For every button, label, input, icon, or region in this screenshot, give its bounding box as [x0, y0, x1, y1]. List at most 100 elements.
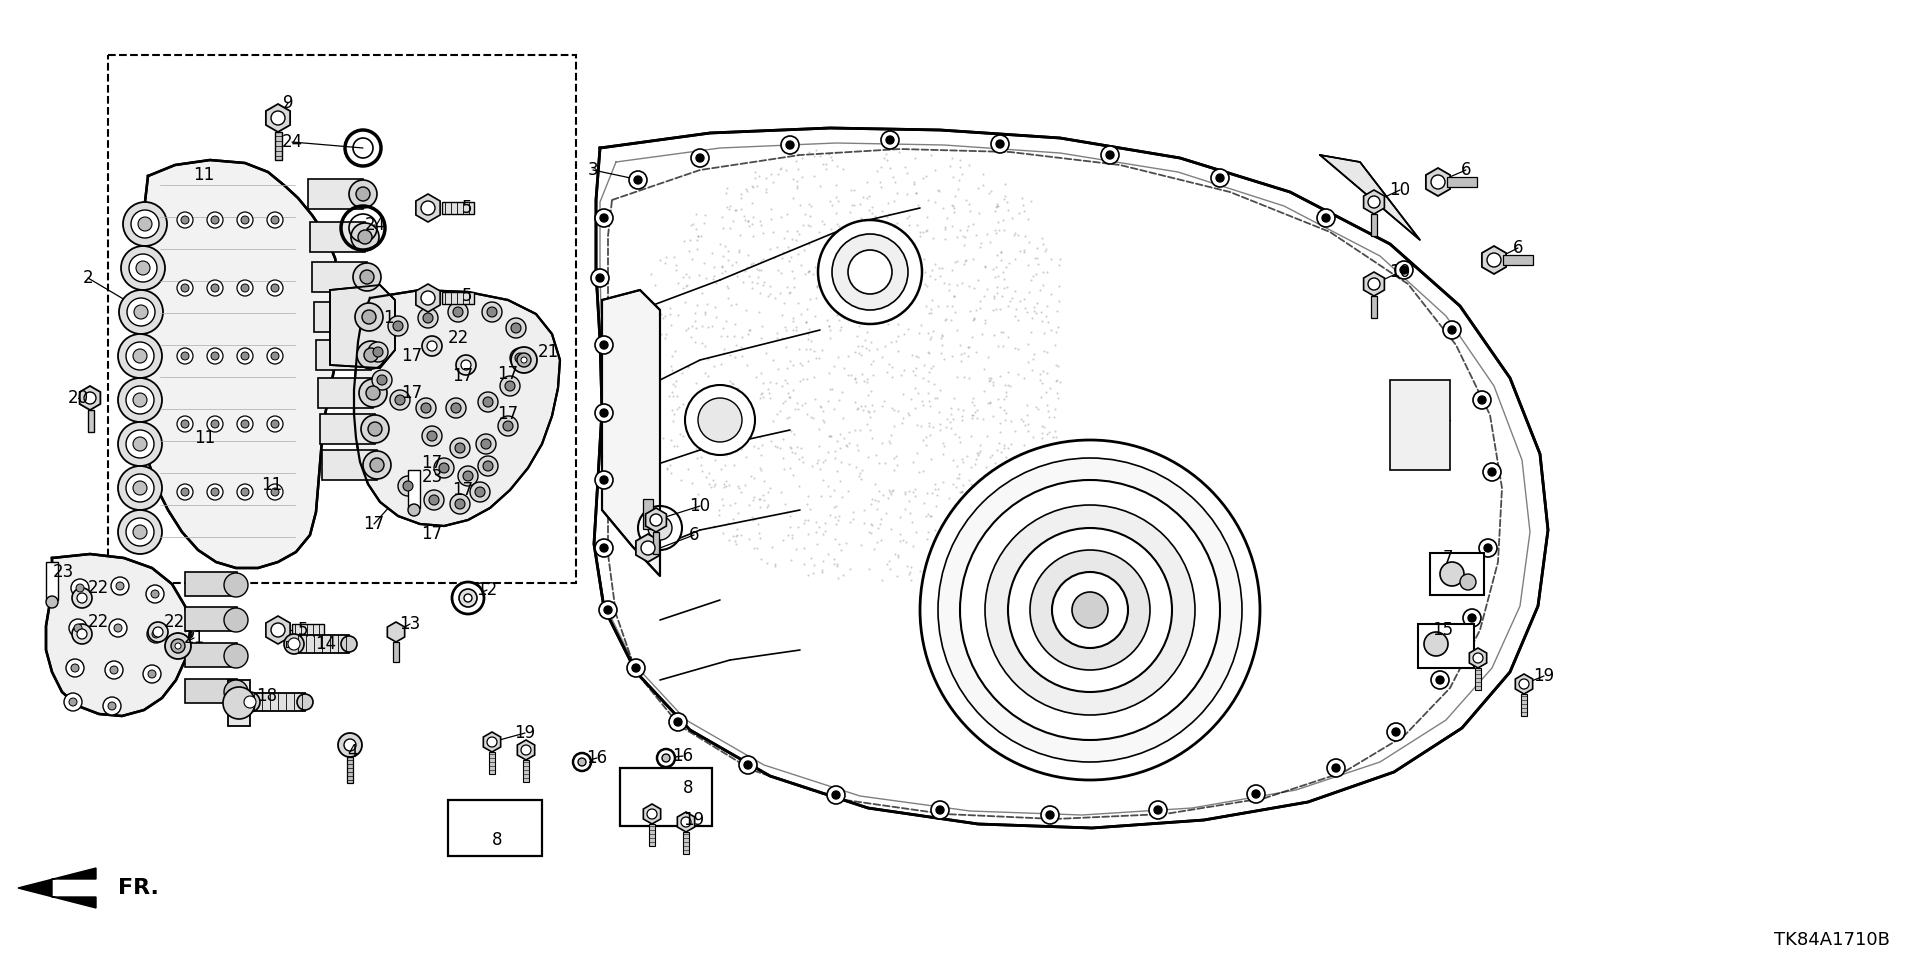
Circle shape [353, 263, 380, 291]
Circle shape [152, 590, 159, 598]
Bar [348, 757, 353, 783]
Circle shape [361, 415, 390, 443]
Circle shape [1252, 790, 1260, 798]
Circle shape [474, 487, 486, 497]
Circle shape [63, 693, 83, 711]
Polygon shape [678, 812, 695, 832]
Circle shape [117, 510, 161, 554]
Circle shape [361, 270, 374, 284]
Circle shape [207, 484, 223, 500]
Circle shape [484, 461, 493, 471]
Circle shape [242, 488, 250, 496]
Circle shape [136, 261, 150, 275]
Bar [394, 642, 399, 662]
Circle shape [211, 216, 219, 224]
Circle shape [511, 323, 520, 333]
Circle shape [267, 484, 282, 500]
Bar [442, 292, 474, 304]
Circle shape [388, 316, 407, 336]
Text: 24: 24 [365, 216, 386, 234]
Circle shape [595, 209, 612, 227]
Bar [307, 179, 363, 209]
Polygon shape [79, 386, 100, 410]
Circle shape [236, 484, 253, 500]
Text: 17: 17 [401, 384, 422, 402]
Circle shape [849, 250, 893, 294]
Circle shape [372, 347, 382, 357]
Circle shape [127, 474, 154, 502]
Circle shape [127, 518, 154, 546]
Text: 22: 22 [88, 579, 109, 597]
Circle shape [225, 608, 248, 632]
Text: 2: 2 [83, 269, 94, 287]
Circle shape [426, 341, 438, 351]
Text: 11: 11 [194, 429, 215, 447]
Circle shape [505, 381, 515, 391]
Text: 7: 7 [1442, 549, 1453, 567]
Circle shape [451, 582, 484, 614]
Text: 5: 5 [298, 621, 309, 639]
Circle shape [628, 659, 645, 677]
Text: 21: 21 [538, 343, 559, 361]
Circle shape [931, 801, 948, 819]
Circle shape [357, 230, 372, 244]
Text: 4: 4 [348, 743, 357, 761]
Circle shape [175, 643, 180, 649]
Text: 22: 22 [88, 613, 109, 631]
Text: TK84A1710B: TK84A1710B [1774, 931, 1889, 949]
Bar [1503, 255, 1532, 265]
Circle shape [363, 310, 376, 324]
Circle shape [695, 154, 705, 162]
Circle shape [115, 582, 125, 590]
Circle shape [599, 544, 609, 552]
Polygon shape [17, 868, 96, 908]
Circle shape [372, 370, 392, 390]
Circle shape [511, 347, 538, 373]
Circle shape [426, 431, 438, 441]
Circle shape [1246, 785, 1265, 803]
Circle shape [73, 588, 92, 608]
Circle shape [1425, 632, 1448, 656]
Circle shape [647, 809, 657, 819]
Text: 19: 19 [1534, 667, 1555, 685]
Text: 6: 6 [1461, 161, 1471, 179]
Circle shape [365, 348, 378, 362]
Circle shape [682, 817, 691, 827]
Circle shape [745, 761, 753, 769]
Circle shape [657, 749, 676, 767]
Bar [250, 693, 305, 711]
Circle shape [1327, 759, 1346, 777]
Text: 8: 8 [492, 831, 503, 849]
Circle shape [1392, 728, 1400, 736]
Circle shape [511, 348, 530, 368]
Circle shape [127, 386, 154, 414]
Circle shape [516, 353, 532, 367]
Circle shape [781, 136, 799, 154]
Circle shape [357, 341, 386, 369]
Bar [275, 132, 282, 160]
Circle shape [240, 692, 259, 712]
Circle shape [77, 629, 86, 639]
Circle shape [1463, 609, 1480, 627]
Circle shape [46, 596, 58, 608]
Polygon shape [1363, 272, 1384, 296]
Circle shape [359, 379, 388, 407]
Bar [1390, 380, 1450, 470]
Text: 23: 23 [52, 563, 73, 581]
Bar [184, 679, 236, 703]
Circle shape [1459, 574, 1476, 590]
Circle shape [148, 625, 165, 643]
Circle shape [132, 525, 148, 539]
Circle shape [668, 713, 687, 731]
Circle shape [1367, 196, 1380, 208]
Circle shape [284, 634, 303, 654]
Circle shape [271, 488, 278, 496]
Circle shape [77, 584, 84, 592]
Circle shape [134, 305, 148, 319]
Circle shape [177, 280, 194, 296]
Circle shape [142, 665, 161, 683]
Circle shape [65, 659, 84, 677]
Circle shape [1041, 806, 1060, 824]
Circle shape [342, 636, 357, 652]
Circle shape [1154, 806, 1162, 814]
